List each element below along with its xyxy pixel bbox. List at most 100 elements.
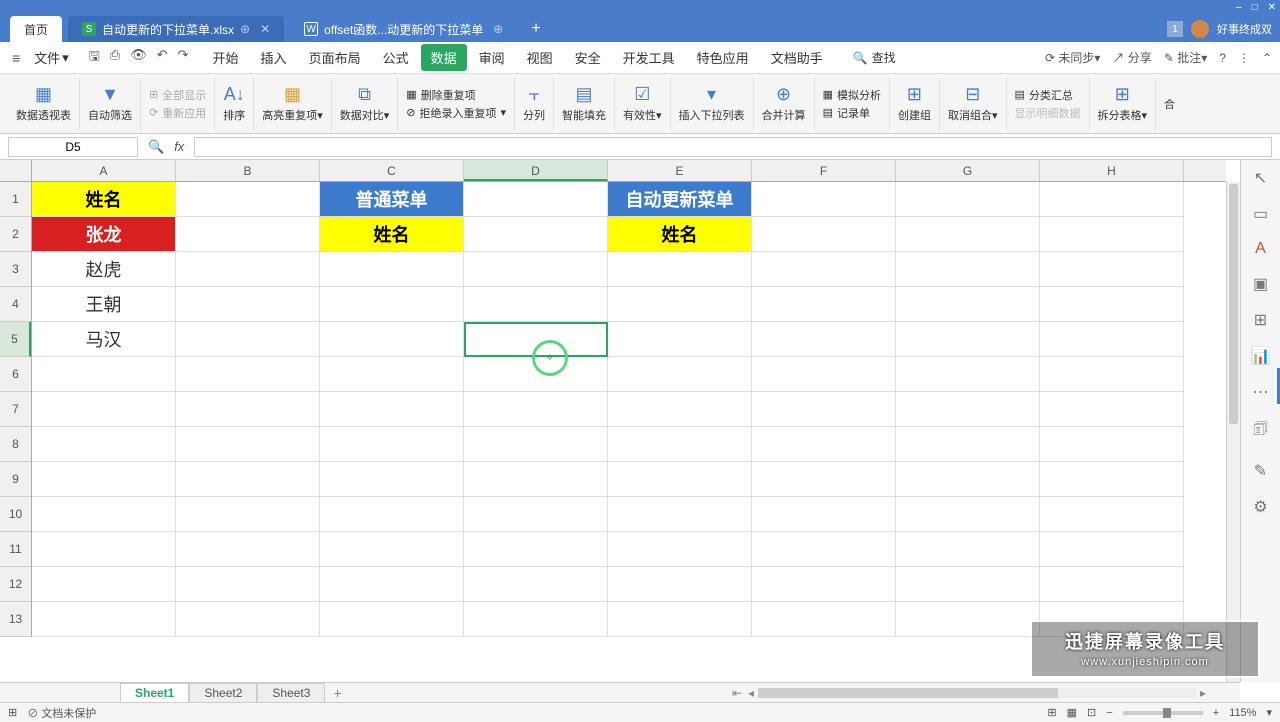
search-icon[interactable]: 🔍 — [853, 51, 868, 65]
tool-splittable[interactable]: ⊞拆分表格▾ — [1090, 78, 1157, 130]
scroll-left-icon[interactable]: ◂ — [744, 686, 758, 700]
scroll-first-icon[interactable]: ⇤ — [730, 686, 744, 700]
tab-close-icon[interactable]: ✕ — [260, 22, 270, 36]
window-close[interactable]: ✕ — [1268, 2, 1276, 13]
fx-icon[interactable]: fx — [174, 139, 184, 154]
cell-value[interactable]: 张龙 — [32, 217, 176, 252]
row-header[interactable]: 1 — [0, 182, 31, 217]
tool-pivot[interactable]: ▦数据透视表 — [8, 78, 80, 130]
tool-validity[interactable]: ☑有效性▾ — [615, 78, 671, 130]
ribbon-tab-6[interactable]: 视图 — [517, 44, 563, 71]
file-menu[interactable]: 文件▾ — [28, 48, 75, 67]
select-all-corner[interactable] — [0, 160, 32, 182]
tool-compare[interactable]: ⧉数据对比▾ — [332, 78, 399, 130]
ribbon-tab-8[interactable]: 开发工具 — [613, 44, 685, 71]
cell-value[interactable]: 姓名 — [608, 217, 752, 252]
row-header[interactable]: 10 — [0, 497, 31, 532]
avatar[interactable] — [1191, 20, 1209, 38]
reapply[interactable]: ⟳ 重新应用 — [149, 105, 206, 121]
tool-group[interactable]: ⊞创建组 — [890, 78, 940, 130]
scroll-right-icon[interactable]: ▸ — [1196, 686, 1210, 700]
col-header[interactable]: D — [464, 160, 608, 181]
tab-home[interactable]: 首页 — [10, 16, 62, 42]
row-header[interactable]: 5 — [0, 322, 31, 357]
ribbon-tab-5[interactable]: 审阅 — [469, 44, 515, 71]
settings-icon[interactable]: ⚙ — [1253, 497, 1267, 517]
ribbon-tab-1[interactable]: 插入 — [251, 44, 297, 71]
row-header[interactable]: 3 — [0, 252, 31, 287]
cell-value[interactable]: 赵虎 — [32, 252, 176, 287]
col-header[interactable]: A — [32, 160, 176, 181]
tool-split[interactable]: ⫟分列 — [515, 78, 554, 130]
tool-autofilter[interactable]: ▼自动筛选 — [80, 78, 141, 130]
undo-icon[interactable]: ↶ — [157, 47, 168, 69]
window-min[interactable]: – — [1236, 2, 1242, 13]
tab-pin-icon[interactable]: ⊕ — [240, 22, 250, 36]
add-sheet[interactable]: + — [333, 685, 341, 701]
window-max[interactable]: □ — [1252, 2, 1258, 13]
cancel-fx-icon[interactable]: 🔍 — [148, 139, 164, 155]
sync-status[interactable]: ⟳ 未同步▾ — [1045, 49, 1100, 66]
row-header[interactable]: 12 — [0, 567, 31, 602]
subtotal[interactable]: ▤ 分类汇总 — [1015, 87, 1073, 103]
del-dupe[interactable]: ▦ 删除重复项 — [406, 87, 475, 103]
row-header[interactable]: 8 — [0, 427, 31, 462]
row-header[interactable]: 13 — [0, 602, 31, 637]
row-header[interactable]: 2 — [0, 217, 31, 252]
namebox[interactable] — [8, 137, 138, 157]
save-icon[interactable]: 🖫 — [89, 47, 100, 69]
whatif[interactable]: ▦ 模拟分析 — [823, 87, 881, 103]
menu-more-icon[interactable]: ⋮ — [1238, 51, 1250, 65]
sheet-tab[interactable]: Sheet3 — [257, 683, 325, 703]
view-break-icon[interactable]: ⊡ — [1087, 706, 1096, 719]
cell-value[interactable]: 马汉 — [32, 322, 176, 357]
tab-close-icon[interactable]: ⊕ — [493, 22, 503, 36]
tool-consolidate[interactable]: ⊕合并计算 — [754, 78, 815, 130]
backup-icon[interactable]: 🗊 — [1253, 418, 1268, 445]
tab-active-doc[interactable]: S 自动更新的下拉菜单.xlsx ⊕ ✕ — [68, 16, 284, 42]
chart-icon[interactable]: 📊 — [1251, 346, 1271, 366]
notification-badge[interactable]: 1 — [1167, 21, 1183, 37]
zoom-out[interactable]: − — [1106, 707, 1112, 719]
ribbon-tab-3[interactable]: 公式 — [373, 44, 419, 71]
horizontal-scrollbar[interactable]: ⇤ ◂ ▸ — [730, 686, 1210, 700]
row-header[interactable]: 9 — [0, 462, 31, 497]
tool-flashfill[interactable]: ▤智能填充 — [554, 78, 615, 130]
col-header[interactable]: G — [896, 160, 1040, 181]
cell-value[interactable]: 自动更新菜单 — [608, 182, 752, 217]
row-header[interactable]: 7 — [0, 392, 31, 427]
vertical-scrollbar[interactable] — [1226, 182, 1240, 682]
formula-bar[interactable] — [194, 137, 1272, 157]
cell-value[interactable]: 王朝 — [32, 287, 176, 322]
hamburger-icon[interactable]: ≡ — [8, 50, 24, 66]
preview-icon[interactable]: 👁 — [130, 47, 147, 69]
ribbon-tab-7[interactable]: 安全 — [565, 44, 611, 71]
col-header[interactable]: F — [752, 160, 896, 181]
tool-ungroup[interactable]: ⊟取消组合▾ — [940, 78, 1007, 130]
ribbon-tab-9[interactable]: 特色应用 — [687, 44, 759, 71]
sheet-tab[interactable]: Sheet1 — [120, 683, 189, 703]
share-button[interactable]: ↗ 分享 — [1112, 49, 1151, 66]
tab-inactive-doc[interactable]: W offset函数...动更新的下拉菜单 ⊕ — [290, 16, 517, 42]
ribbon-tab-10[interactable]: 文档助手 — [761, 44, 833, 71]
zoom-slider[interactable] — [1123, 711, 1203, 715]
print-icon[interactable]: ⎙ — [110, 47, 120, 69]
show-all[interactable]: ⊞ 全部显示 — [149, 87, 206, 103]
tool-highlight[interactable]: ▦高亮重复项▾ — [254, 78, 332, 130]
tool-sort[interactable]: A↓排序 — [215, 78, 254, 130]
cell-value[interactable]: 姓名 — [320, 217, 464, 252]
ribbon-tab-2[interactable]: 页面布局 — [299, 44, 371, 71]
reject-dupe[interactable]: ⊘ 拒绝录入重复项▾ — [406, 105, 506, 121]
cell-value[interactable]: 普通菜单 — [320, 182, 464, 217]
record[interactable]: ▤ 记录单 — [823, 105, 870, 121]
ribbon-tab-4[interactable]: 数据 — [421, 44, 467, 71]
select-icon[interactable]: ▭ — [1253, 204, 1268, 224]
hscroll-thumb[interactable] — [758, 688, 1058, 698]
tab-new[interactable]: + — [517, 16, 554, 42]
view-page-icon[interactable]: ▦ — [1067, 706, 1077, 719]
approve-button[interactable]: ✎ 批注▾ — [1164, 49, 1207, 66]
row-header[interactable]: 11 — [0, 532, 31, 567]
row-header[interactable]: 6 — [0, 357, 31, 392]
style-icon[interactable]: A — [1255, 240, 1266, 258]
clipboard-icon[interactable]: ▣ — [1253, 274, 1268, 294]
